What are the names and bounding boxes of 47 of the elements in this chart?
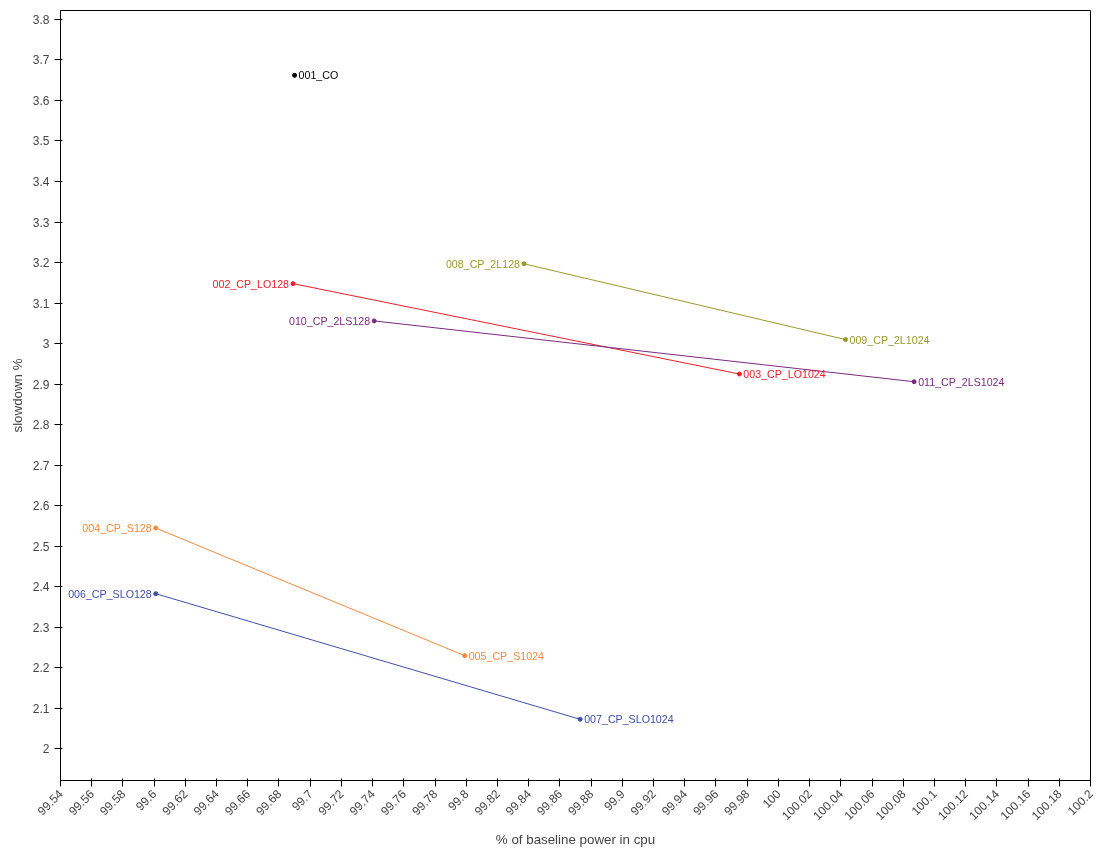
point bbox=[842, 337, 848, 343]
point bbox=[577, 716, 583, 722]
y-axis-title: slowdown % bbox=[9, 358, 25, 433]
y-tick-label: 3.4 bbox=[32, 175, 50, 190]
y-tick-label: 2.9 bbox=[32, 377, 50, 392]
point bbox=[292, 72, 298, 78]
annotation: 003_CP_LO1024 bbox=[743, 368, 826, 381]
x-tick-label: 100 bbox=[759, 786, 784, 811]
y-tick-label: 2.6 bbox=[32, 499, 50, 514]
annotation: 008_CP_2L128 bbox=[445, 257, 521, 270]
point bbox=[153, 525, 159, 531]
y-tick-label: 2.2 bbox=[32, 661, 50, 676]
x-axis-title: % of baseline power in cpu bbox=[495, 831, 656, 847]
x-tick-label: 99.8 bbox=[445, 786, 472, 814]
annotation: 009_CP_2L1024 bbox=[849, 333, 930, 346]
y-tick-label: 2 bbox=[42, 742, 50, 757]
point bbox=[521, 261, 527, 267]
y-tick-label: 2.1 bbox=[32, 701, 50, 716]
y-tick-label: 2.3 bbox=[32, 620, 50, 635]
point bbox=[290, 281, 296, 287]
y-tick-label: 3 bbox=[42, 337, 50, 352]
x-tick-label: 99.6 bbox=[133, 786, 160, 814]
annotation: 010_CP_2LS128 bbox=[289, 314, 371, 327]
annotation: 007_CP_SLO1024 bbox=[584, 713, 674, 726]
annotation: 002_CP_LO128 bbox=[212, 277, 290, 290]
y-tick-label: 3.7 bbox=[32, 53, 50, 68]
y-tick-label: 2.7 bbox=[32, 458, 50, 473]
y-tick-label: 2.8 bbox=[32, 418, 50, 433]
y-tick-label: 2.4 bbox=[32, 580, 50, 595]
point bbox=[153, 591, 159, 597]
y-tick-label: 3.3 bbox=[32, 215, 50, 230]
point bbox=[736, 371, 742, 377]
y-tick-label: 3.1 bbox=[32, 296, 50, 311]
point bbox=[371, 318, 377, 324]
point bbox=[462, 653, 468, 659]
y-tick-label: 3.6 bbox=[32, 93, 50, 108]
y-tick-label: 3.5 bbox=[32, 134, 50, 149]
annotation: 011_CP_2LS1024 bbox=[918, 375, 1005, 388]
x-tick-label: 99.9 bbox=[601, 786, 628, 814]
y-tick-label: 3.2 bbox=[32, 256, 50, 271]
annotation: 006_CP_SLO128 bbox=[68, 587, 152, 600]
annotation: 001_CO bbox=[298, 69, 339, 82]
y-tick-label: 2.5 bbox=[32, 539, 50, 554]
annotation: 005_CP_S1024 bbox=[468, 649, 545, 662]
annotation: 004_CP_S128 bbox=[82, 522, 152, 535]
y-tick-label: 3.8 bbox=[32, 12, 50, 27]
point bbox=[911, 379, 917, 385]
